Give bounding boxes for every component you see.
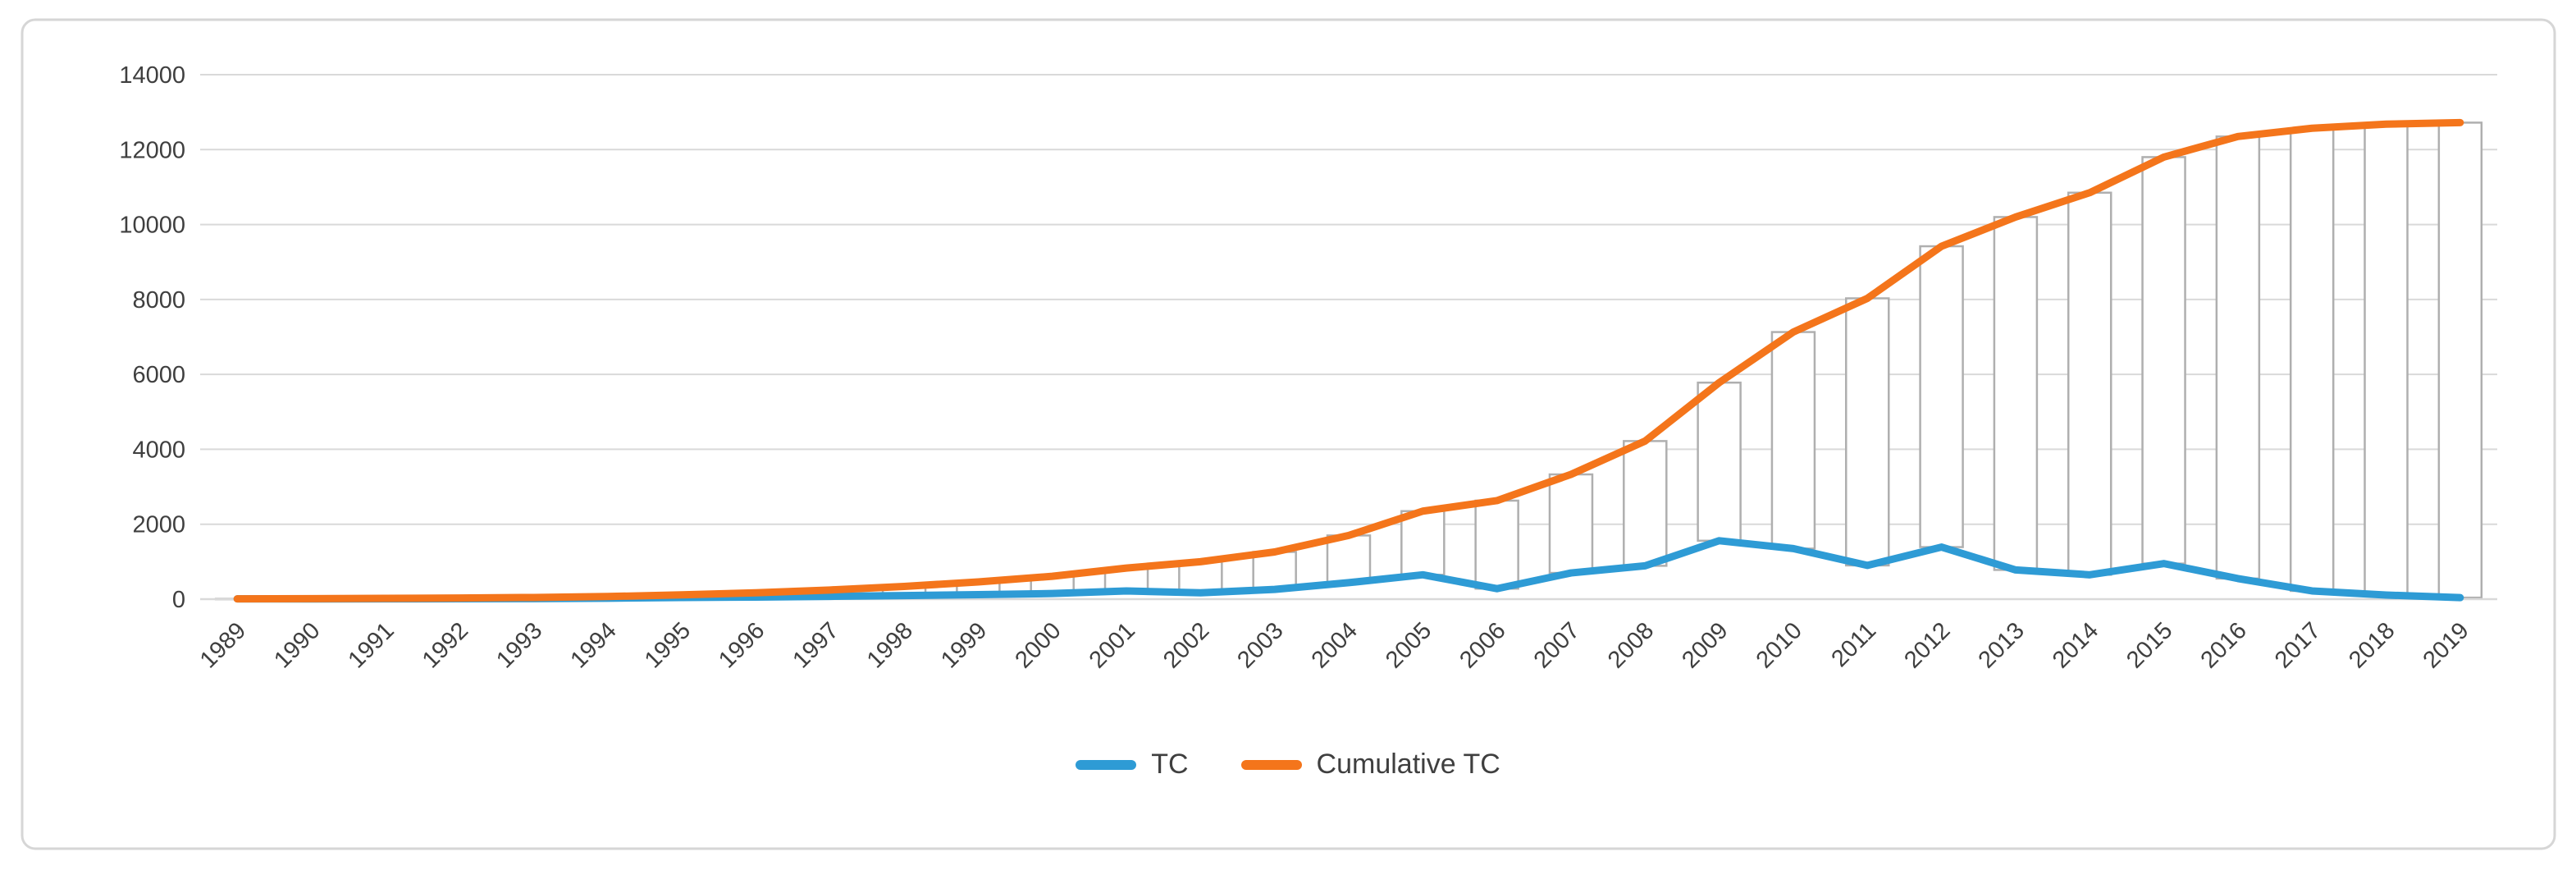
x-tick-label: 1996 bbox=[714, 617, 770, 673]
x-tick-label: 2017 bbox=[2270, 617, 2326, 673]
x-tick-label: 1998 bbox=[862, 617, 918, 673]
x-tick-label: 2012 bbox=[1899, 617, 1955, 673]
x-tick-label: 2005 bbox=[1381, 617, 1436, 673]
updown-bar bbox=[1697, 381, 1742, 543]
y-tick-label: 2000 bbox=[132, 512, 185, 538]
updown-bar bbox=[1326, 534, 1372, 584]
x-tick-label: 1995 bbox=[640, 617, 696, 673]
updown-bar bbox=[2437, 121, 2483, 599]
updown-bar bbox=[1178, 561, 1223, 594]
y-axis-tick-labels: 0 2000 4000 6000 8000 10000 12000 14000 bbox=[119, 62, 185, 613]
y-tick-label: 4000 bbox=[132, 437, 185, 463]
legend-item-tc: TC bbox=[1076, 749, 1189, 781]
updown-bar bbox=[1623, 440, 1668, 567]
legend-label-cumulative-tc: Cumulative TC bbox=[1316, 749, 1500, 780]
x-tick-label: 2015 bbox=[2122, 617, 2177, 673]
x-tick-label: 2018 bbox=[2344, 617, 2400, 673]
updown-bar bbox=[1548, 473, 1594, 575]
y-tick-label: 14000 bbox=[119, 62, 185, 89]
y-tick-label: 6000 bbox=[132, 362, 185, 388]
x-tick-label: 2013 bbox=[1974, 617, 2030, 673]
y-tick-label: 12000 bbox=[119, 137, 185, 163]
legend-item-cumulative-tc: Cumulative TC bbox=[1240, 749, 1500, 781]
x-tick-label: 2019 bbox=[2418, 617, 2474, 673]
updown-bar bbox=[2215, 135, 2261, 580]
x-tick-label: 2010 bbox=[1752, 617, 1807, 673]
x-tick-label: 2000 bbox=[1010, 617, 1066, 673]
figure-border bbox=[21, 18, 2556, 850]
x-axis-tick-labels: 1989 1990 1991 1992 1993 1994 1995 1996 1997 1998… bbox=[195, 617, 2474, 673]
updown-bar bbox=[1993, 216, 2039, 571]
x-tick-label: 2004 bbox=[1307, 617, 1363, 673]
y-tick-label: 8000 bbox=[132, 287, 185, 314]
cumulative-tc-line-swatch-icon bbox=[1240, 759, 1302, 770]
tc-line-swatch-icon bbox=[1076, 759, 1137, 770]
updown-bar bbox=[1770, 331, 1816, 550]
x-tick-label: 2016 bbox=[2196, 617, 2252, 673]
x-tick-label: 2003 bbox=[1232, 617, 1288, 673]
x-tick-label: 2011 bbox=[1826, 617, 1881, 672]
x-tick-label: 2002 bbox=[1158, 617, 1214, 673]
x-tick-label: 1999 bbox=[936, 617, 992, 673]
x-tick-label: 2014 bbox=[2048, 617, 2103, 673]
updown-bar bbox=[2141, 156, 2186, 565]
x-tick-label: 1992 bbox=[418, 617, 473, 673]
x-tick-label: 2001 bbox=[1085, 617, 1140, 673]
cumulative-tc-line-series bbox=[233, 118, 2464, 603]
x-tick-label: 1997 bbox=[788, 617, 843, 673]
x-tick-label: 1994 bbox=[565, 617, 621, 673]
updown-bar bbox=[2067, 191, 2112, 576]
chart-legend: TC Cumulative TC bbox=[0, 749, 2576, 781]
x-tick-label: 1989 bbox=[195, 617, 251, 673]
updown-bar bbox=[2364, 122, 2409, 597]
x-tick-label: 2009 bbox=[1677, 617, 1733, 673]
legend-label-tc: TC bbox=[1151, 749, 1189, 780]
x-tick-label: 2007 bbox=[1529, 617, 1585, 673]
updown-bar bbox=[2289, 127, 2335, 593]
updown-bar bbox=[1919, 245, 1964, 548]
x-tick-label: 1990 bbox=[269, 617, 325, 673]
x-tick-label: 1993 bbox=[491, 617, 547, 673]
updown-bar bbox=[1400, 510, 1446, 576]
x-tick-label: 2008 bbox=[1603, 617, 1659, 673]
updown-bar bbox=[1474, 499, 1519, 590]
updown-bar bbox=[1845, 297, 1890, 567]
x-tick-label: 2006 bbox=[1455, 617, 1510, 673]
x-tick-label: 1991 bbox=[344, 617, 400, 673]
y-tick-label: 10000 bbox=[119, 213, 185, 239]
updown-bars bbox=[214, 121, 2483, 601]
y-tick-label: 0 bbox=[172, 587, 185, 613]
